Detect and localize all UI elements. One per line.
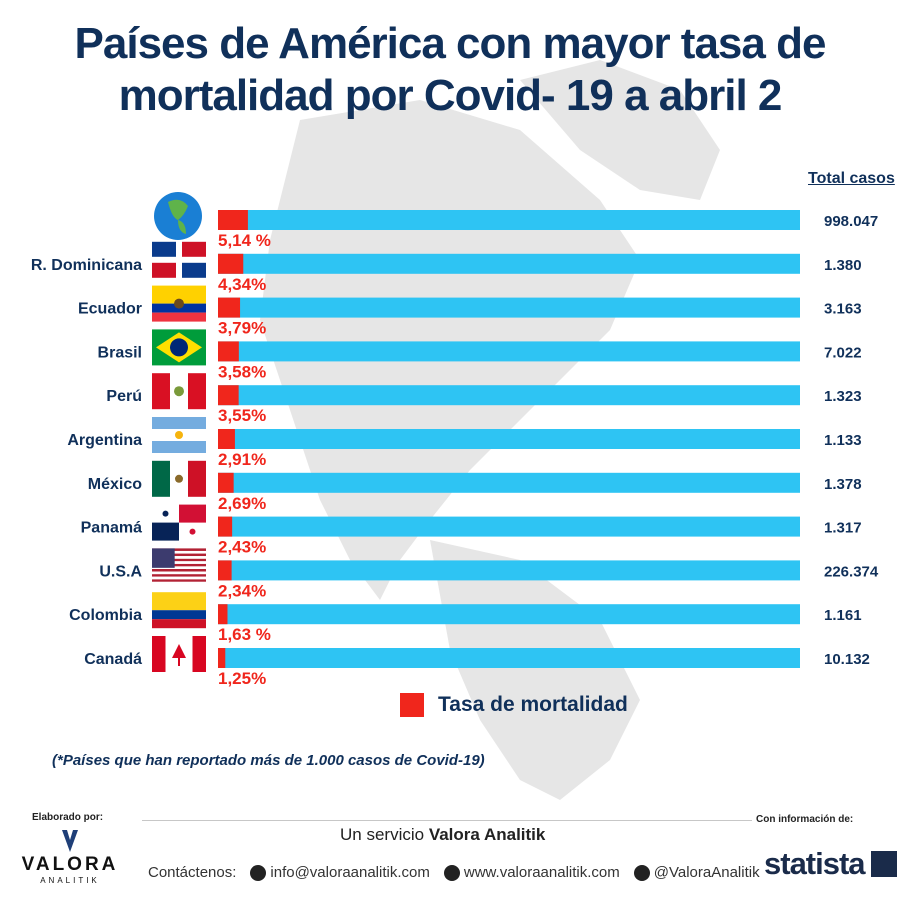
- rate-bar: [218, 516, 233, 537]
- elaborado-label: Elaborado por:: [32, 812, 104, 823]
- rate-bar: [218, 297, 241, 318]
- contact-line: Contáctenos: info@valoraanalitik.com www…: [148, 864, 770, 881]
- statista-wordmark: statista: [764, 846, 866, 881]
- total-bar: [218, 560, 800, 581]
- flag-ecuador-icon: [152, 285, 206, 322]
- total-label: 226.374: [824, 563, 879, 580]
- flag-panama-icon: [152, 504, 206, 541]
- total-label: 10.132: [824, 651, 870, 668]
- total-bar: [218, 472, 800, 493]
- total-label: 1.380: [824, 257, 862, 274]
- contact-email[interactable]: info@valoraanalitik.com: [270, 864, 430, 881]
- rate-bar: [218, 385, 239, 406]
- total-label: 1.317: [824, 520, 862, 537]
- rate-label: 2,69%: [218, 494, 266, 513]
- statista-logo: statista: [764, 846, 897, 882]
- statista-mark-icon: [870, 851, 897, 877]
- total-bar: [218, 253, 800, 274]
- email-icon: [250, 864, 267, 881]
- rate-bar: [218, 560, 232, 581]
- flag-mexico-icon: [152, 460, 206, 497]
- title-line-2: mortalidad por Covid- 19 a abril 2: [118, 71, 783, 120]
- flag-dominican-republic-icon: [152, 241, 206, 278]
- total-bar: [218, 516, 800, 537]
- valora-logo-sub: ANALITIK: [40, 876, 100, 885]
- flag-canada-icon: [152, 636, 206, 672]
- total-bar: [218, 341, 800, 362]
- category-label: Canadá: [84, 651, 142, 668]
- chart-title: Países de América con mayor tasa de mort…: [40, 18, 860, 122]
- category-label: Ecuador: [78, 301, 142, 318]
- total-bar: [218, 429, 800, 449]
- flag-brazil-icon: [152, 329, 206, 366]
- category-label: Argentina: [67, 432, 142, 449]
- total-cases-header: Total casos: [808, 170, 895, 187]
- total-bar: [218, 297, 800, 318]
- footer-divider: [142, 820, 752, 821]
- footnote: (*Países que han reportado más de 1.000 …: [52, 752, 485, 769]
- rate-label: 2,91%: [218, 450, 266, 469]
- category-label: Brasil: [98, 344, 142, 361]
- category-label: Perú: [106, 388, 142, 405]
- rate-label: 1,63 %: [218, 625, 271, 644]
- total-label: 7.022: [824, 344, 862, 361]
- rate-label: 3,58%: [218, 362, 266, 381]
- category-label: U.S.A: [99, 563, 142, 580]
- category-label: Colombia: [69, 607, 142, 624]
- valora-logo-word: VALORA: [21, 854, 119, 875]
- rate-bar: [218, 429, 235, 449]
- rate-bar: [218, 648, 226, 668]
- rate-label: 2,43%: [218, 538, 266, 557]
- total-bar: [218, 604, 800, 625]
- total-label: 1.323: [824, 388, 862, 405]
- rate-label: 3,79%: [218, 319, 266, 338]
- flag-colombia-icon: [152, 592, 206, 629]
- rate-label: 4,34%: [218, 275, 266, 294]
- rate-bar: [218, 341, 239, 362]
- valora-logo: VALORA ANALITIK: [20, 828, 120, 885]
- website-icon: [443, 864, 460, 881]
- legend-swatch: [400, 693, 424, 717]
- total-bar: [218, 210, 800, 230]
- flag-argentina-icon: [152, 417, 206, 453]
- total-label: 1.378: [824, 476, 862, 493]
- rate-bar: [218, 472, 234, 493]
- total-label: 1.133: [824, 432, 862, 449]
- legend: Tasa de mortalidad: [400, 693, 628, 717]
- globe-icon: [154, 192, 202, 240]
- total-label: 3.163: [824, 301, 862, 318]
- rate-label: 1,25%: [218, 669, 266, 688]
- twitter-icon: [633, 864, 650, 881]
- total-bar: [218, 385, 800, 406]
- category-label: México: [88, 476, 142, 493]
- flag-peru-icon: [152, 373, 206, 410]
- rate-bar: [218, 604, 228, 625]
- category-label: R. Dominicana: [31, 257, 142, 274]
- rate-bar: [218, 253, 244, 274]
- flag-usa-icon: [152, 548, 206, 585]
- category-label: Panamá: [81, 520, 142, 537]
- valora-logo-mark-icon: [62, 830, 78, 852]
- total-label: 998.047: [824, 213, 878, 230]
- total-bar: [218, 648, 800, 668]
- legend-label: Tasa de mortalidad: [438, 693, 628, 716]
- service-line: Un servicio Valora Analitik: [340, 825, 545, 845]
- rate-label: 2,34%: [218, 581, 266, 600]
- total-label: 1.161: [824, 607, 862, 624]
- contact-twitter[interactable]: @ValoraAnalitik: [653, 864, 760, 881]
- rate-bar: [218, 210, 248, 230]
- contact-website[interactable]: www.valoraanalitik.com: [463, 864, 620, 881]
- rate-label: 5,14 %: [218, 231, 271, 250]
- service-prefix: Un servicio: [340, 825, 425, 844]
- service-brand: Valora Analitik: [428, 825, 546, 844]
- contact-label: Contáctenos:: [148, 864, 237, 881]
- con-informacion-label: Con información de:: [756, 814, 854, 825]
- rate-label: 3,55%: [218, 406, 266, 425]
- title-line-1: Países de América con mayor tasa de: [74, 19, 827, 68]
